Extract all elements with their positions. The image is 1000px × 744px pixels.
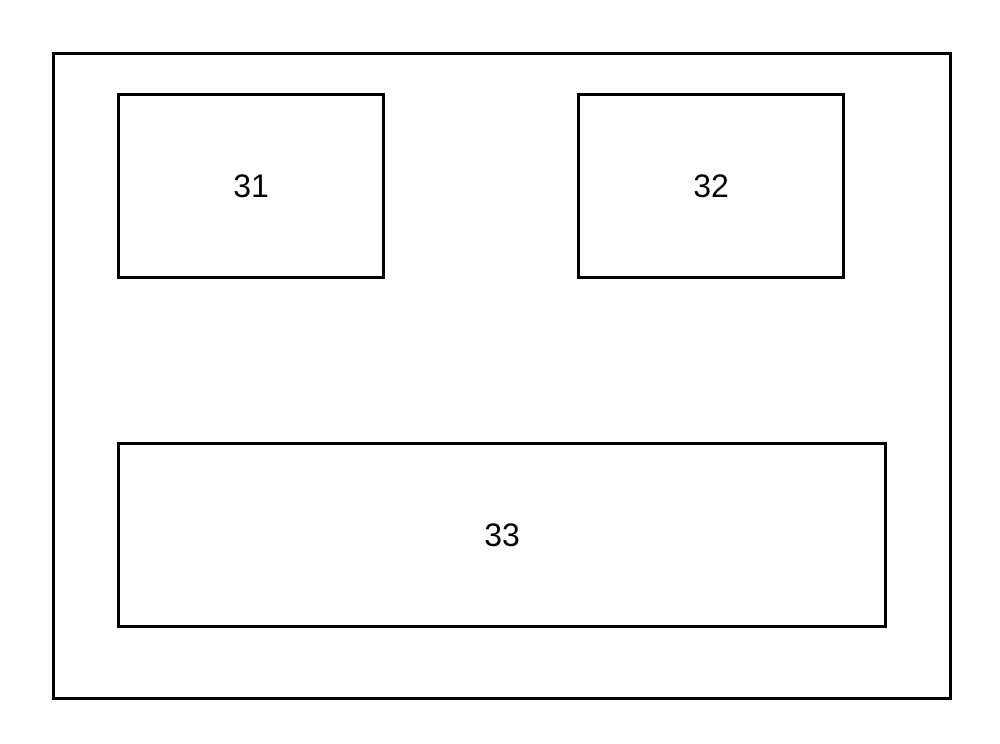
block-31: 31 <box>117 93 385 279</box>
block-32: 32 <box>577 93 845 279</box>
block-33-label: 33 <box>484 517 520 554</box>
block-31-label: 31 <box>233 168 269 205</box>
block-33: 33 <box>117 442 887 628</box>
block-32-label: 32 <box>693 168 729 205</box>
